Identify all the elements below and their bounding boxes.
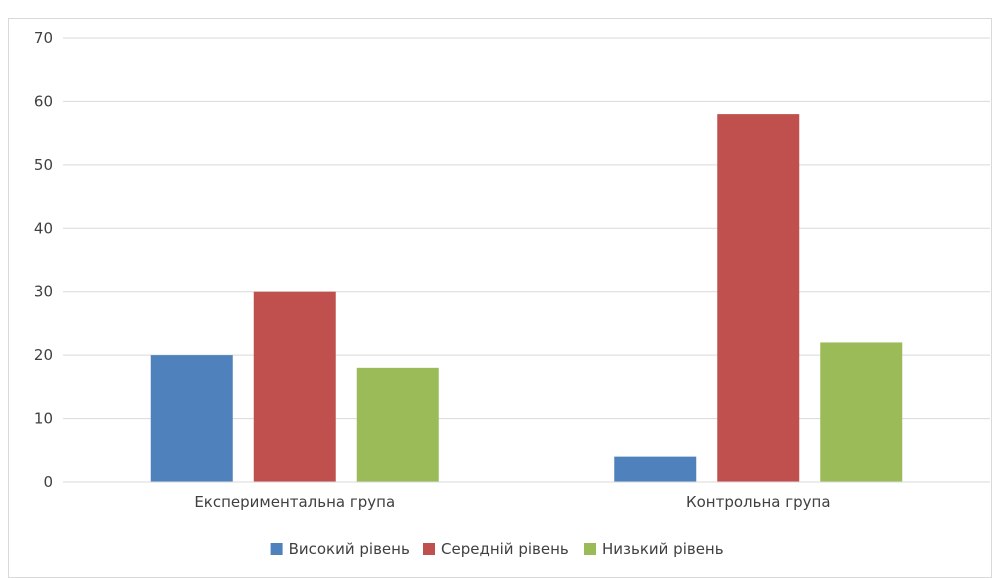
y-tick-label: 30: [34, 283, 53, 301]
bar: [820, 342, 903, 482]
legend-label: Низький рівень: [602, 540, 724, 558]
legend-swatch: [584, 543, 596, 555]
x-category-label: Контрольна група: [686, 493, 831, 511]
x-category-label: Експериментальна група: [194, 493, 395, 511]
legend-swatch: [270, 543, 283, 555]
bar: [614, 456, 697, 482]
bar: [150, 355, 233, 482]
y-tick-label: 20: [34, 346, 53, 364]
x-axis-category-labels: Експериментальна група Контрольна група: [194, 493, 830, 511]
y-tick-label: 40: [34, 219, 53, 237]
bar: [356, 367, 439, 482]
legend-swatch: [423, 543, 435, 555]
y-tick-label: 0: [43, 473, 53, 491]
y-axis-tick-labels: 0 10 20 30 40 50 60 70: [34, 29, 53, 491]
bar: [717, 114, 800, 482]
y-tick-label: 50: [34, 156, 53, 174]
bars: [150, 114, 903, 482]
y-tick-label: 70: [34, 29, 53, 47]
y-tick-label: 10: [34, 410, 53, 428]
legend: Високий рівень Середній рівень Низький рів…: [270, 540, 724, 558]
legend-label: Високий рівень: [289, 540, 410, 558]
y-tick-label: 60: [34, 92, 53, 110]
bar: [253, 291, 336, 482]
chart-frame: [8, 18, 992, 578]
legend-label: Середній рівень: [441, 540, 569, 558]
